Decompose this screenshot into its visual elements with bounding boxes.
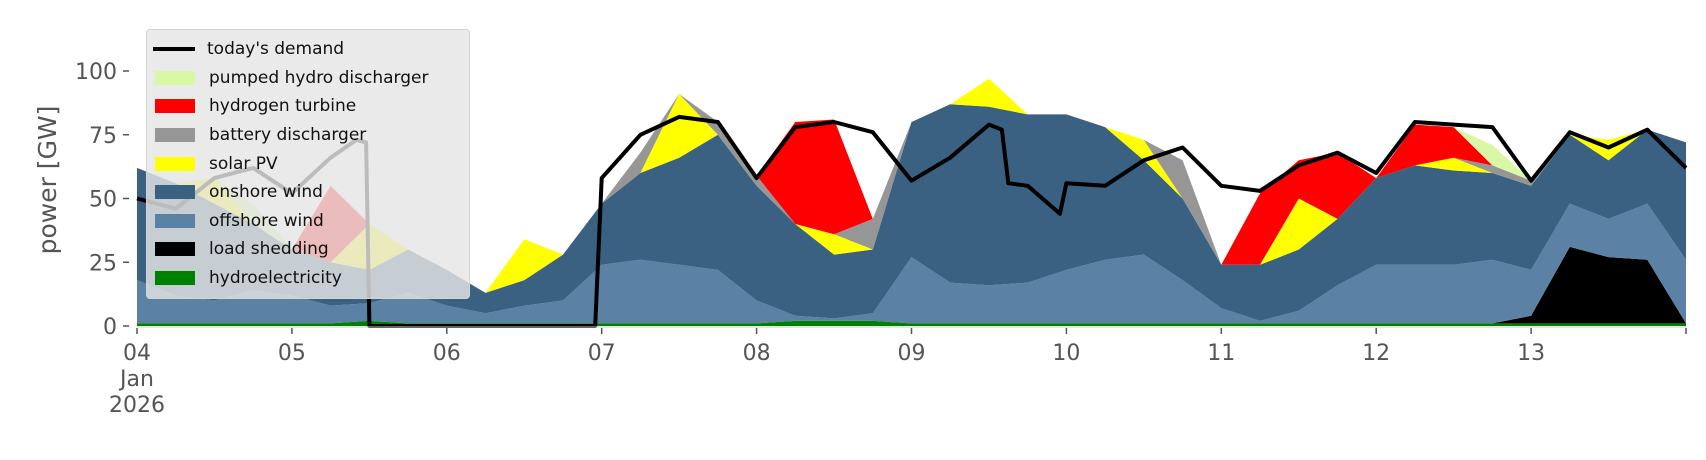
x-tick-label: Jan <box>118 367 154 392</box>
x-tick-label: 06 <box>433 341 461 366</box>
x-tick-label: 08 <box>743 341 771 366</box>
x-tick-label: 2026 <box>109 393 165 418</box>
x-tick-label: 05 <box>278 341 306 366</box>
x-tick-label: 12 <box>1362 341 1390 366</box>
legend-item: hydrogen turbine <box>147 92 469 121</box>
legend-label: load shedding <box>209 239 329 260</box>
legend-label: pumped hydro discharger <box>209 67 429 88</box>
legend-label: offshore wind <box>209 210 324 231</box>
legend-color-swatch <box>155 70 195 85</box>
legend-label: today's demand <box>207 39 345 60</box>
legend-color-swatch <box>155 156 195 171</box>
legend-color-swatch <box>155 271 195 286</box>
legend-item: onshore wind <box>147 178 469 207</box>
legend-line-swatch <box>153 47 195 52</box>
area-onshore-wind <box>137 104 1686 321</box>
legend: today's demand pumped hydro discharger hyd… <box>146 29 470 300</box>
legend-item: today's demand <box>147 35 469 64</box>
legend-color-swatch <box>155 185 195 200</box>
legend-color-swatch <box>155 213 195 228</box>
legend-color-swatch <box>155 242 195 257</box>
x-tick-label: 04 <box>123 341 151 366</box>
legend-color-swatch <box>155 128 195 143</box>
legend-item: load shedding <box>147 235 469 264</box>
legend-item: pumped hydro discharger <box>147 64 469 93</box>
legend-color-swatch <box>155 99 195 114</box>
legend-item: battery discharger <box>147 121 469 150</box>
x-tick-label: 10 <box>1052 341 1080 366</box>
y-tick-label: 75 <box>89 124 117 149</box>
legend-label: battery discharger <box>209 125 367 146</box>
y-tick-label: 25 <box>89 251 117 276</box>
area-offshore-wind <box>137 203 1686 324</box>
x-tick-label: 11 <box>1207 341 1235 366</box>
y-tick-label: 100 <box>75 60 117 85</box>
legend-item: offshore wind <box>147 207 469 236</box>
x-tick-label: 07 <box>588 341 616 366</box>
legend-label: onshore wind <box>209 182 323 203</box>
legend-item: hydroelectricity <box>147 264 469 293</box>
x-tick-label: 09 <box>898 341 926 366</box>
legend-item: solar PV <box>147 149 469 178</box>
y-tick-label: 50 <box>89 188 117 213</box>
legend-label: solar PV <box>209 153 278 174</box>
x-tick-label: 13 <box>1517 341 1545 366</box>
y-tick-label: 0 <box>103 315 117 340</box>
area-solar-pv <box>137 78 1686 293</box>
legend-label: hydroelectricity <box>209 268 342 289</box>
y-axis-label: power [GW] <box>33 106 62 255</box>
legend-label: hydrogen turbine <box>209 96 357 117</box>
